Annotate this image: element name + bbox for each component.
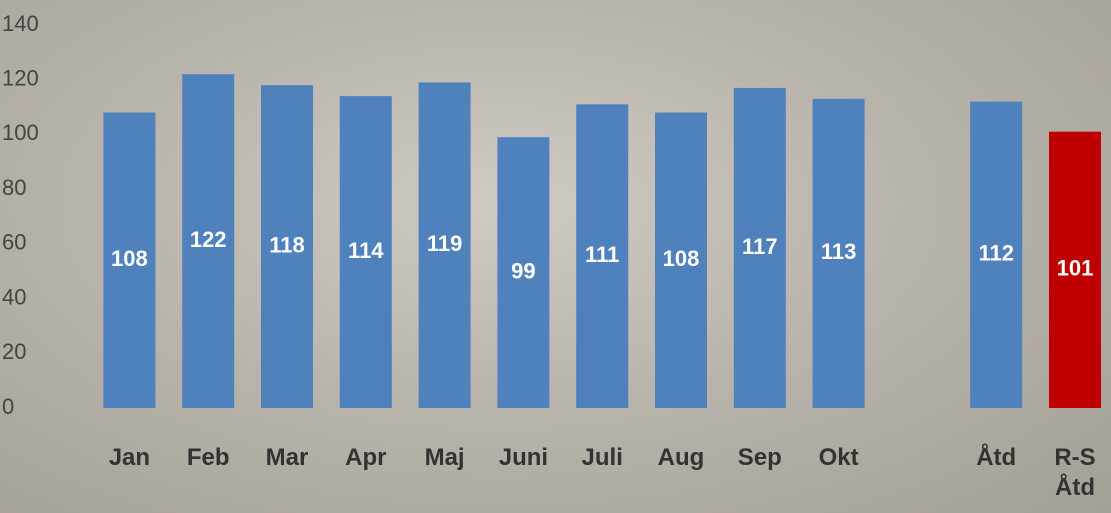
x-tick-label: Apr xyxy=(329,443,403,473)
x-tick-label: Sep xyxy=(723,443,797,473)
x-tick-label: Åtd xyxy=(959,443,1033,473)
y-tick-label: 120 xyxy=(2,66,39,91)
x-tick-label: Juni xyxy=(486,443,560,473)
value-label: 119 xyxy=(427,231,463,256)
value-label: 114 xyxy=(348,238,384,263)
x-tick-label: Mar xyxy=(250,443,324,473)
x-tick-label: Okt xyxy=(802,443,876,473)
chart-page: 0 20 40 60 80 100 120 140 108 122 118 114 119 99 111 10… xyxy=(0,0,1111,513)
y-tick-label: 100 xyxy=(2,120,39,145)
chart: 0 20 40 60 80 100 120 140 108 122 118 114 119 99 111 10… xyxy=(0,0,1111,513)
y-tick-label: 40 xyxy=(2,284,26,309)
value-label: 108 xyxy=(111,246,148,271)
y-tick-label: 80 xyxy=(2,175,26,200)
x-tick-label: Feb xyxy=(171,443,245,473)
x-tick-label: Aug xyxy=(644,443,718,473)
value-label: 118 xyxy=(269,232,305,257)
x-tick-label: Juli xyxy=(565,443,639,473)
y-tick-label: 20 xyxy=(2,339,26,364)
x-tick-label: R-S Åtd xyxy=(1038,443,1111,503)
value-label: 117 xyxy=(742,234,778,259)
y-tick-label: 60 xyxy=(2,230,26,255)
x-tick-label: Jan xyxy=(92,443,166,473)
value-label: 112 xyxy=(978,241,1014,266)
y-tick-label: 0 xyxy=(2,394,14,419)
value-label: 101 xyxy=(1057,256,1094,281)
value-label: 108 xyxy=(663,246,700,271)
value-label: 122 xyxy=(190,227,227,252)
value-label: 99 xyxy=(511,258,535,283)
value-label: 113 xyxy=(821,239,857,264)
y-tick-label: 140 xyxy=(2,11,39,36)
value-label: 111 xyxy=(585,242,619,267)
x-tick-label: Maj xyxy=(408,443,482,473)
